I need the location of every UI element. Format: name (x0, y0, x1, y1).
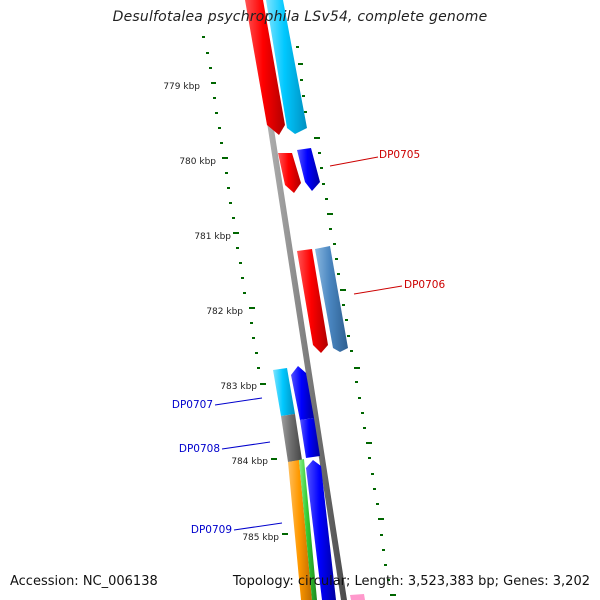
gene-green-dp0709[interactable] (299, 459, 317, 600)
leader-dp0709 (233, 522, 283, 531)
gene-label-dp0708[interactable]: DP0708 (179, 443, 220, 455)
gene-blue-right-2[interactable] (300, 418, 320, 458)
gene-skyblue-top[interactable] (266, 0, 307, 134)
tick-labels: 779 kbp 780 kbp 781 kbp 782 kbp 783 kbp … (163, 82, 279, 543)
leader-dp0708 (221, 441, 271, 450)
gene-blue-dp0705[interactable] (297, 148, 320, 191)
genome-title: Desulfotalea psychrophila LSv54, complet… (112, 9, 488, 25)
tick-label-782: 782 kbp (206, 307, 243, 317)
tick-label-780: 780 kbp (179, 157, 216, 167)
tick-label-785: 785 kbp (242, 533, 279, 543)
gene-blue-right-1[interactable] (291, 366, 314, 420)
gene-red-dp0705[interactable] (278, 153, 301, 193)
leader-dp0707 (214, 397, 263, 406)
tick-label-783: 783 kbp (220, 382, 257, 392)
tick-label-779: 779 kbp (163, 82, 200, 92)
inner-tick-track (202, 36, 288, 535)
gene-label-dp0705[interactable]: DP0705 (379, 149, 420, 161)
leader-dp0705 (329, 156, 379, 167)
gene-steelblue-dp0706[interactable] (315, 246, 348, 352)
gene-label-dp0709[interactable]: DP0709 (191, 524, 232, 536)
gene-label-dp0706[interactable]: DP0706 (404, 279, 445, 291)
topology-text: Topology: circular; Length: 3,523,383 bp… (232, 574, 590, 589)
gene-gray-dp0708[interactable] (281, 414, 302, 462)
gene-red-dp0706[interactable] (297, 249, 328, 353)
tick-label-784: 784 kbp (231, 457, 268, 467)
genome-backbone (248, 0, 347, 600)
gene-pink-bottom[interactable] (350, 594, 365, 600)
gene-label-dp0707[interactable]: DP0707 (172, 399, 213, 411)
gene-blue-right-3[interactable] (306, 460, 336, 600)
gene-red-top[interactable] (245, 0, 285, 135)
outer-tick-track (296, 46, 396, 596)
tick-label-781: 781 kbp (194, 232, 231, 242)
leader-dp0706 (353, 285, 403, 295)
gene-orange-dp0709[interactable] (288, 460, 312, 600)
accession-text: Accession: NC_006138 (10, 574, 158, 589)
gene-skyblue-dp0707[interactable] (273, 368, 295, 416)
